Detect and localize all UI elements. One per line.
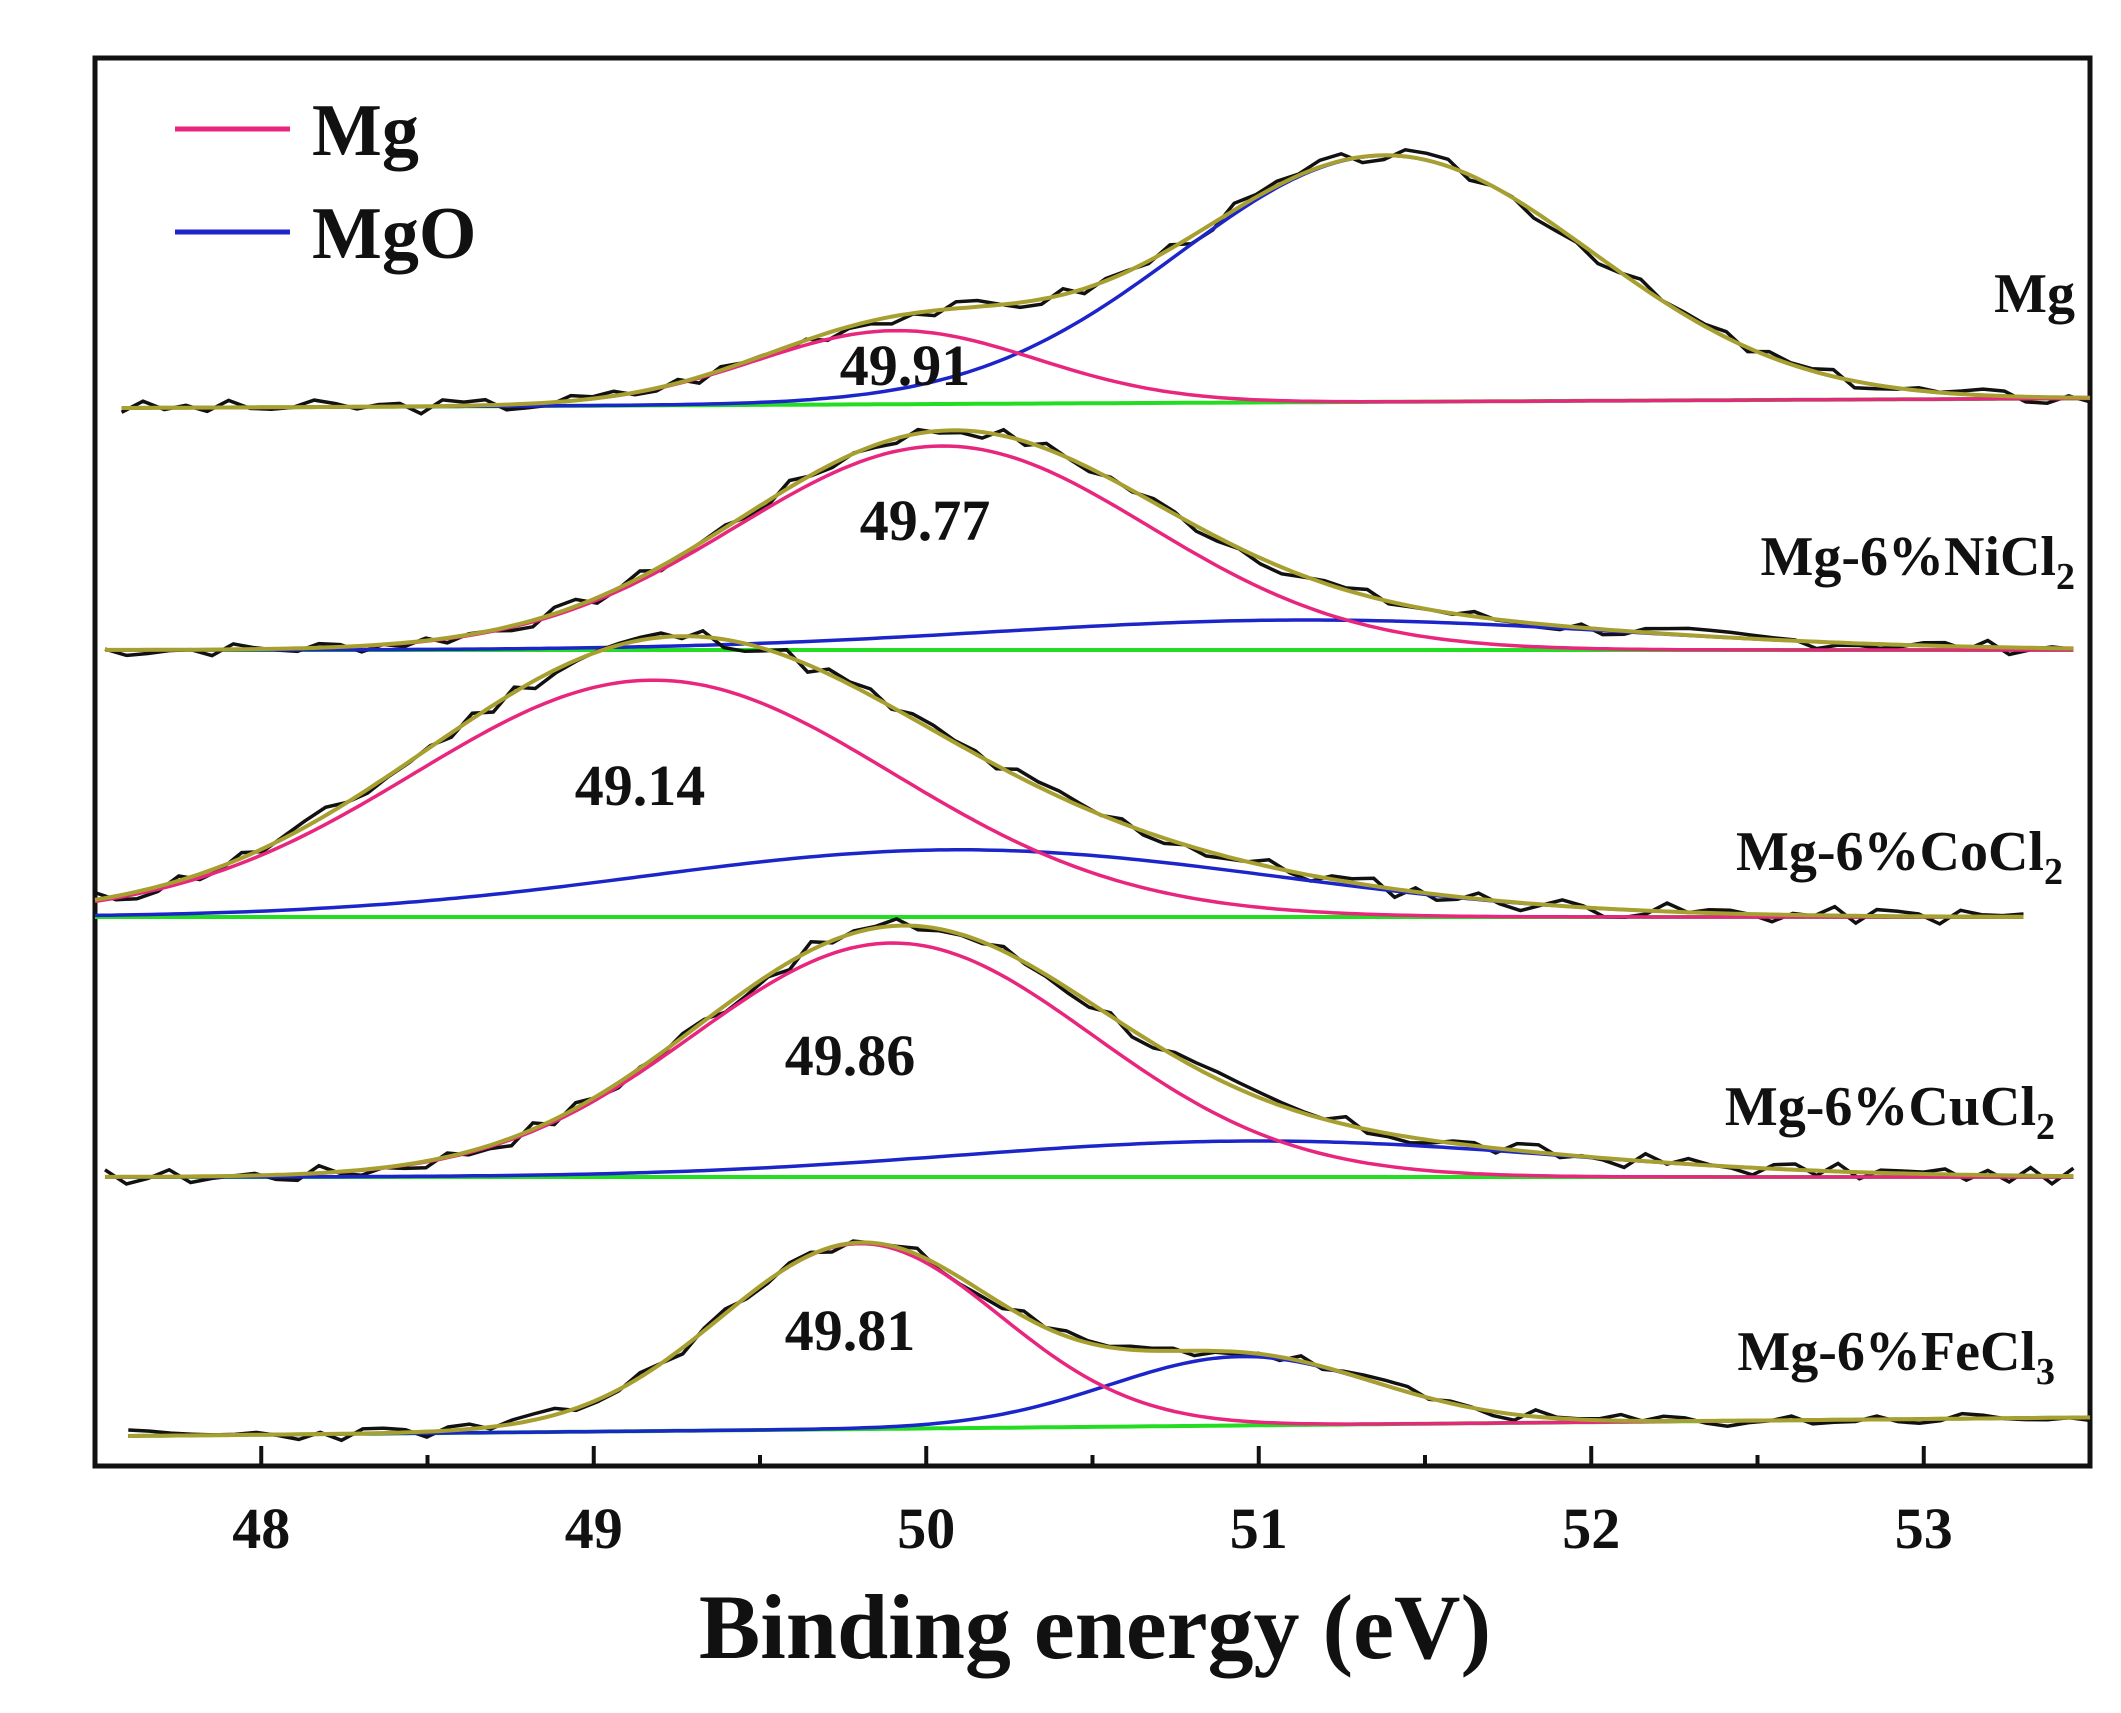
envelope-fit-line xyxy=(94,634,2024,919)
peak-position-label: 49.81 xyxy=(785,1298,916,1363)
sample-label: Mg-6%NiCl2 xyxy=(1760,526,2075,598)
x-axis-title: Binding energy (eV) xyxy=(699,1576,1491,1678)
legend: Mg MgO xyxy=(175,90,476,275)
sample-label-text: Mg-6%NiCl xyxy=(1760,526,2056,588)
sample-label-subscript: 2 xyxy=(2036,1106,2055,1148)
sample-label-text: Mg xyxy=(1994,263,2075,325)
envelope-fit-line xyxy=(121,153,2091,410)
sample-label-subscript: 2 xyxy=(2056,556,2075,598)
mg-component-line xyxy=(94,678,2024,919)
x-tick-label: 51 xyxy=(1230,1496,1288,1561)
sample-label: Mg-6%CuCl2 xyxy=(1725,1076,2055,1148)
x-tick-label: 53 xyxy=(1895,1496,1953,1561)
sample-label: Mg-6%CoCl2 xyxy=(1736,821,2063,893)
mgo-component-line xyxy=(105,1139,2074,1179)
mg-component-line xyxy=(105,941,2074,1179)
peak-position-label: 49.14 xyxy=(575,753,706,818)
x-tick-label: 49 xyxy=(565,1496,623,1561)
panel-3: 49.86 Mg-6%CuCl2 xyxy=(104,916,2075,1186)
sample-label: Mg-6%FeCl3 xyxy=(1737,1321,2055,1393)
legend-label-mgo: MgO xyxy=(312,193,476,275)
peak-position-label: 49.86 xyxy=(785,1023,916,1088)
panel-0: 49.91 Mg xyxy=(120,147,2091,416)
sample-label-subscript: 2 xyxy=(2044,851,2063,893)
raw-data-line xyxy=(104,916,2075,1186)
legend-label-mg: Mg xyxy=(312,90,419,172)
sample-label-text: Mg-6%FeCl xyxy=(1737,1321,2036,1383)
panel-1: 49.77 Mg-6%NiCl2 xyxy=(104,427,2075,658)
envelope-fit-line xyxy=(105,923,2074,1179)
spectra-panels: 49.91Mg49.77Mg-6%NiCl249.14Mg-6%CoCl249.… xyxy=(94,147,2091,1443)
x-tick-label: 48 xyxy=(232,1496,290,1561)
mg-component-line xyxy=(121,328,2090,410)
sample-label-text: Mg-6%CuCl xyxy=(1725,1076,2036,1138)
panel-4: 49.81 Mg-6%FeCl3 xyxy=(128,1239,2091,1443)
peak-position-label: 49.91 xyxy=(840,333,971,398)
peak-position-label: 49.77 xyxy=(860,488,991,553)
sample-label: Mg xyxy=(1994,263,2075,325)
panel-2: 49.14 Mg-6%CoCl2 xyxy=(94,628,2063,926)
envelope-fit-line xyxy=(105,428,2074,652)
envelope-fit-line xyxy=(128,1240,2091,1438)
x-tick-label: 52 xyxy=(1562,1496,1620,1561)
sample-label-text: Mg-6%CoCl xyxy=(1736,821,2044,883)
x-tick-label: 50 xyxy=(897,1496,955,1561)
sample-label-subscript: 3 xyxy=(2036,1351,2055,1393)
x-ticks: 48 49 50 51 52 53 xyxy=(93,1446,2092,1561)
